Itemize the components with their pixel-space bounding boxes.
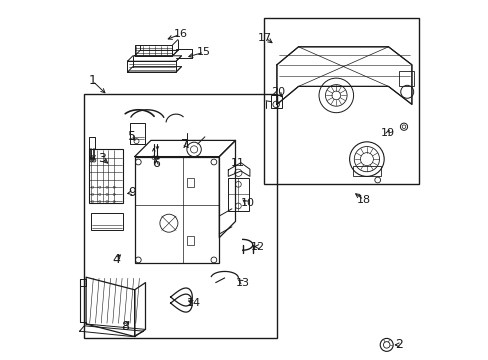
Bar <box>227 178 249 211</box>
Bar <box>186 236 194 245</box>
Text: 18: 18 <box>356 195 370 205</box>
Text: 20: 20 <box>270 87 285 97</box>
Bar <box>134 157 219 263</box>
Text: 5: 5 <box>127 130 136 143</box>
Text: 2: 2 <box>395 338 403 351</box>
Text: 6: 6 <box>152 157 160 170</box>
Bar <box>399 71 413 86</box>
Text: 4: 4 <box>113 253 121 266</box>
Text: 15: 15 <box>197 47 211 57</box>
Text: 11: 11 <box>230 158 244 168</box>
Bar <box>88 149 122 203</box>
Text: 13: 13 <box>235 278 249 288</box>
Bar <box>130 123 144 144</box>
Text: 7: 7 <box>181 138 189 150</box>
Text: 9: 9 <box>128 186 136 199</box>
Bar <box>84 94 276 338</box>
Text: 12: 12 <box>250 242 264 252</box>
Bar <box>91 213 123 230</box>
Bar <box>264 18 418 184</box>
Bar <box>186 178 194 187</box>
Text: 16: 16 <box>173 29 187 39</box>
Bar <box>352 166 381 176</box>
Text: 3: 3 <box>98 152 106 165</box>
Text: 14: 14 <box>186 298 201 308</box>
Bar <box>270 95 281 108</box>
Text: 17: 17 <box>258 33 272 43</box>
Text: 8: 8 <box>121 320 129 333</box>
Text: 10: 10 <box>240 198 254 208</box>
Text: 1: 1 <box>88 75 96 87</box>
Text: 19: 19 <box>380 128 394 138</box>
